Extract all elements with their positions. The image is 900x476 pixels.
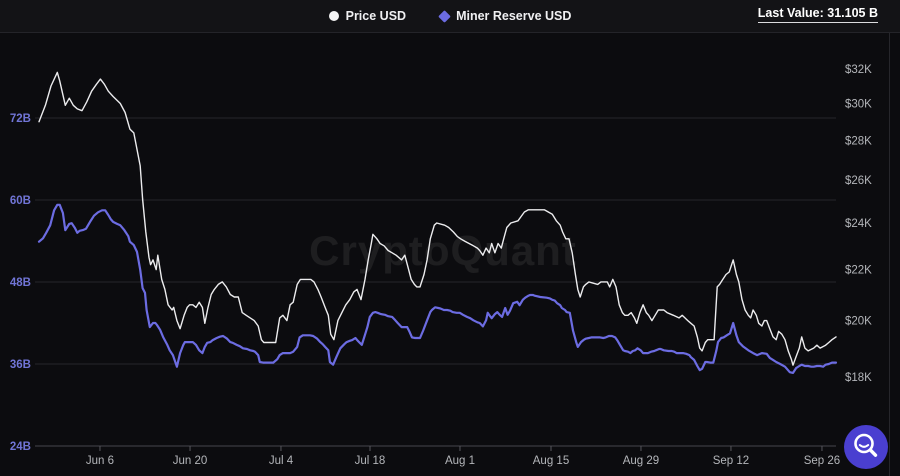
x-axis-tick-label: Jul 18: [355, 455, 386, 467]
legend-item-miner-reserve-usd[interactable]: Miner Reserve USD: [438, 9, 572, 23]
chart-series: [37, 71, 838, 374]
right-axis-tick-label: $32K: [845, 64, 872, 76]
magnifier-icon: [854, 433, 878, 457]
price-usd-legend-circle-icon: [328, 11, 339, 21]
left-axis-tick-label: 24B: [10, 441, 31, 453]
right-axis-tick-label: $24K: [845, 218, 872, 230]
right-axis-tick-label: $20K: [845, 316, 872, 328]
x-axis-tick-label: Jun 6: [86, 455, 114, 467]
left-axis-tick-label: 48B: [10, 277, 31, 289]
chart-axes: 72B 60B 48B 36B 24B Jun 6 Jun 20 Jul 4 Jul 18 Aug…: [10, 64, 872, 467]
right-panel-divider: [889, 33, 890, 476]
x-axis-tick-label: Jun 20: [173, 455, 208, 467]
x-axis-tick-label: Aug 1: [445, 455, 475, 467]
left-axis-tick-label: 36B: [10, 359, 31, 371]
legend-label-miner-reserve-usd: Miner Reserve USD: [456, 9, 572, 23]
price-usd-line: [38, 71, 837, 366]
right-axis-tick-label: $26K: [845, 175, 872, 187]
x-axis-tick-label: Aug 29: [623, 455, 659, 467]
miner-reserve-line: [37, 203, 838, 374]
x-axis-tick-label: Jul 4: [269, 455, 294, 467]
right-axis-tick-label: $28K: [845, 135, 872, 147]
chart-header: Price USD Miner Reserve USD: [0, 0, 900, 33]
last-value-readout[interactable]: Last Value: 31.105 B: [757, 6, 878, 23]
x-axis-tick-label: Aug 15: [533, 455, 569, 467]
right-axis-tick-label: $18K: [845, 372, 872, 384]
cryptoquant-watermark: CryptoQuant: [309, 227, 577, 274]
x-axis-tick-label: Sep 26: [804, 455, 840, 467]
x-axis-tick-label: Sep 12: [713, 455, 749, 467]
legend-item-price-usd[interactable]: Price USD: [328, 9, 407, 23]
miner-reserve-legend-diamond-icon: [438, 9, 451, 23]
legend-label-price-usd: Price USD: [345, 9, 407, 23]
right-axis-tick-label: $22K: [845, 265, 872, 277]
left-axis-tick-label: 72B: [10, 113, 31, 125]
left-axis-tick-label: 60B: [10, 195, 31, 207]
right-axis-tick-label: $30K: [845, 99, 872, 111]
chart-zoom-button[interactable]: [844, 425, 888, 469]
